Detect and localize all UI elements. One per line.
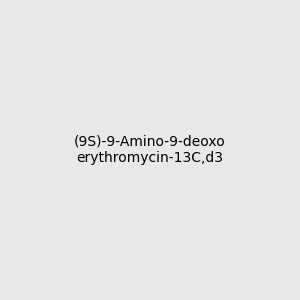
Text: (9S)-9-Amino-9-deoxo
erythromycin-13C,d3: (9S)-9-Amino-9-deoxo erythromycin-13C,d3 (74, 135, 226, 165)
